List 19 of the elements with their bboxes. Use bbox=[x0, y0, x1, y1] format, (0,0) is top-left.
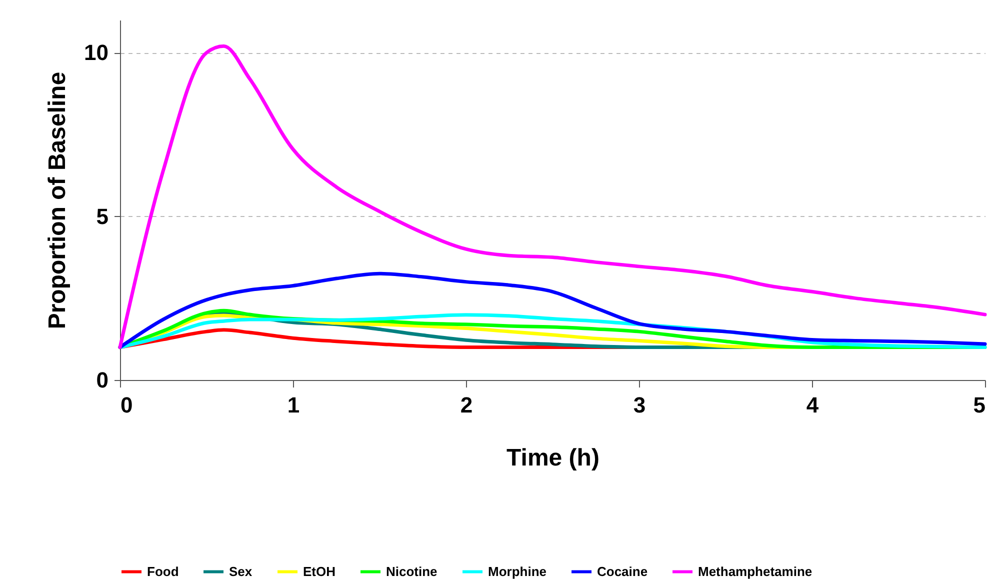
legend-label: Food bbox=[147, 564, 179, 579]
y-tick-label: 0 bbox=[96, 368, 108, 392]
x-tick-label: 4 bbox=[806, 392, 820, 418]
y-tick-label: 10 bbox=[84, 40, 108, 66]
line-series bbox=[118, 44, 987, 350]
legend-label: Nicotine bbox=[386, 564, 438, 579]
legend-label: Morphine bbox=[488, 564, 546, 579]
x-tick-label: 1 bbox=[287, 392, 300, 418]
x-tick-label: 2 bbox=[460, 392, 473, 418]
x-tick-label: 3 bbox=[633, 392, 646, 418]
legend-label: Sex bbox=[229, 564, 253, 579]
x-axis-title: Time (h) bbox=[506, 444, 600, 472]
legend-label: Methamphetamine bbox=[698, 564, 812, 579]
legend-label: EtOH bbox=[303, 564, 336, 579]
x-tick-label: 0 bbox=[120, 392, 133, 418]
x-tick-label: 5 bbox=[973, 392, 986, 418]
legend-label: Cocaine bbox=[597, 564, 648, 579]
y-tick-label: 5 bbox=[96, 204, 108, 229]
y-axis-title: Proportion of Baseline bbox=[44, 72, 72, 330]
